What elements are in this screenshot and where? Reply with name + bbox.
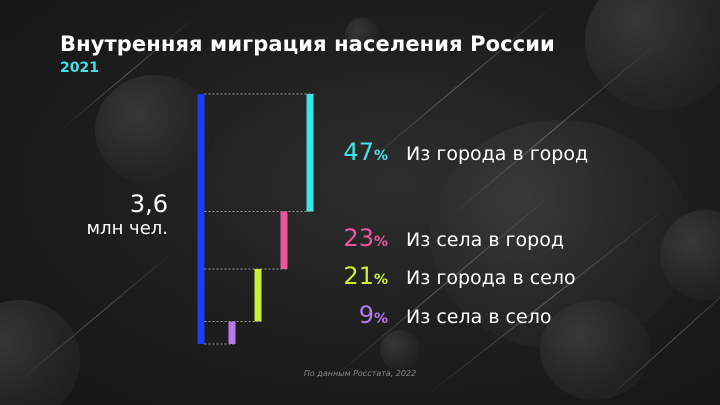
percent-sign: % <box>373 234 388 250</box>
category-label: Из села в город <box>406 229 564 251</box>
series-bar <box>254 269 262 322</box>
category-label: Из села в село <box>406 306 552 328</box>
total-value: 3,6 <box>129 190 168 218</box>
percent-sign: % <box>373 272 388 288</box>
percent-value: 9 <box>358 301 374 329</box>
page-title: Внутренняя миграция населения России <box>60 32 555 56</box>
percent-label: 9% <box>320 301 388 329</box>
percent-label: 23% <box>320 224 388 252</box>
percent-value: 21 <box>343 262 374 290</box>
legend-row-city-to-village: 21% Из города в село <box>320 262 576 292</box>
category-label: Из города в село <box>406 267 576 289</box>
total-label: 3,6 млн чел. <box>70 190 168 240</box>
legend-row-village-to-city: 23% Из села в город <box>320 224 564 254</box>
source-note: По данным Росстата, 2022 <box>303 369 417 378</box>
percent-sign: % <box>373 311 388 327</box>
percent-label: 21% <box>320 262 388 290</box>
percent-sign: % <box>373 148 388 164</box>
year-label: 2021 <box>60 60 99 76</box>
category-label: Из города в город <box>406 143 589 165</box>
legend-row-village-to-village: 9% Из села в село <box>320 301 552 331</box>
total-bar <box>197 94 205 344</box>
series-bar <box>280 211 288 269</box>
percent-value: 47 <box>343 138 374 166</box>
legend-row-city-to-city: 47% Из города в город <box>320 138 588 168</box>
series-bar <box>228 321 236 344</box>
percent-label: 47% <box>320 138 388 166</box>
percent-value: 23 <box>343 224 374 252</box>
series-bar <box>306 94 314 212</box>
total-unit: млн чел. <box>86 218 168 239</box>
